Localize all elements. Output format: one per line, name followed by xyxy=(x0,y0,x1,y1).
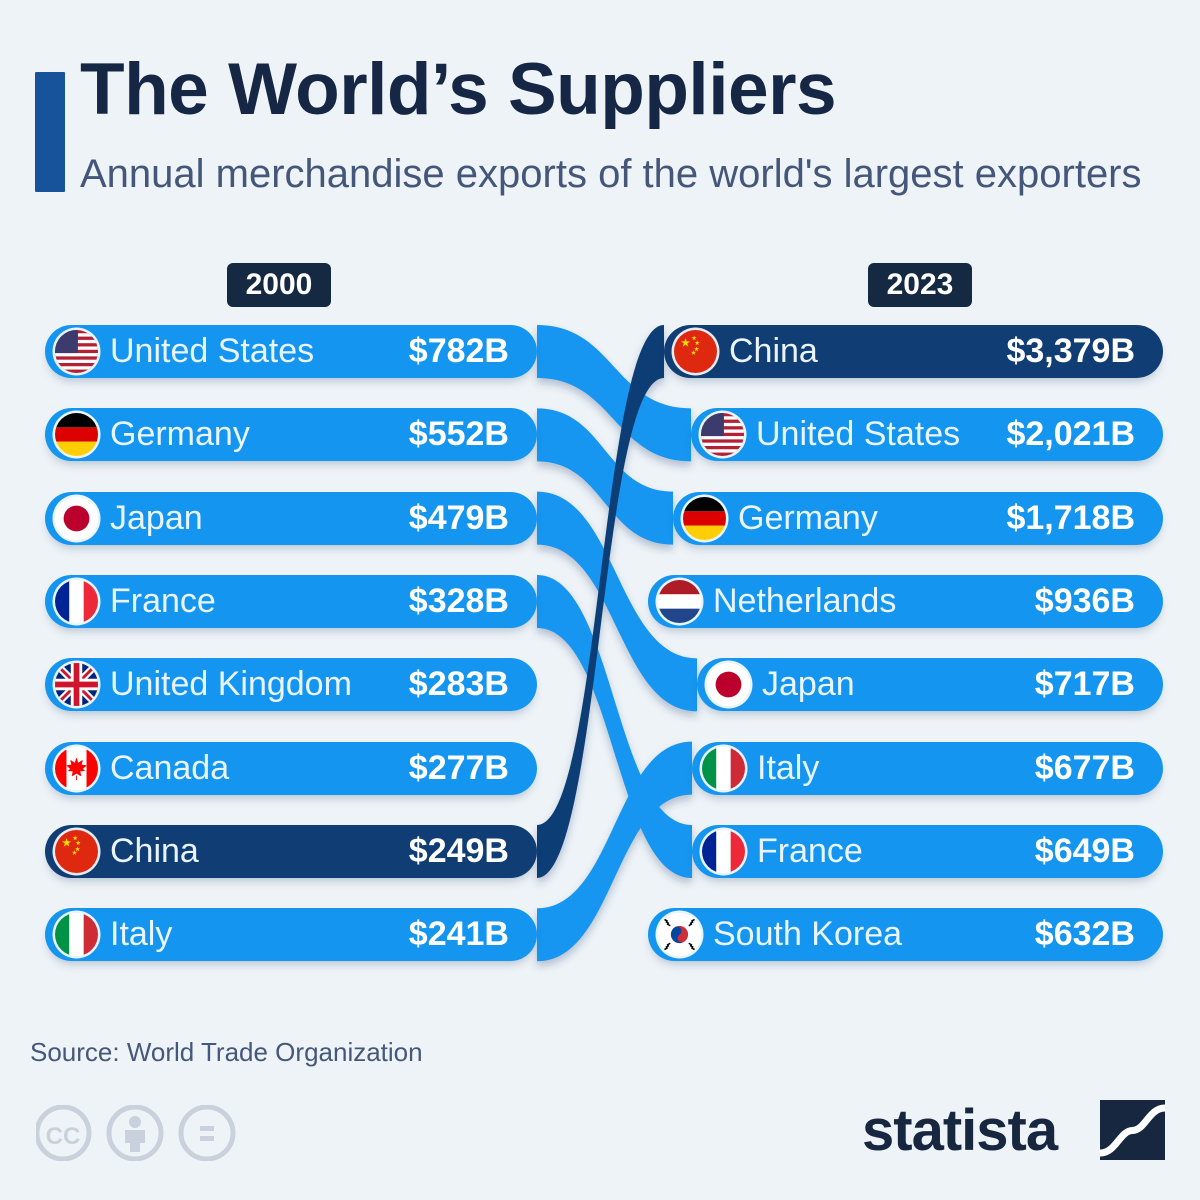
svg-text:CC: CC xyxy=(46,1123,81,1150)
svg-text:statista: statista xyxy=(862,1098,1059,1163)
